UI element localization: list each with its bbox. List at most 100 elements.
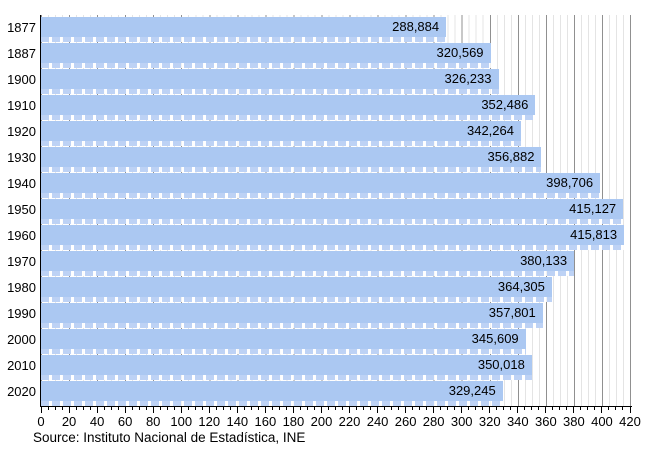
x-minor-tick: [159, 407, 161, 410]
y-axis-label: 1980: [7, 280, 36, 295]
x-minor-tick: [363, 407, 365, 410]
x-axis-tick-label: 100: [170, 414, 193, 429]
x-minor-tick: [131, 407, 133, 410]
bar: 380,133: [41, 251, 575, 271]
x-minor-tick: [503, 407, 505, 410]
x-minor-tick: [608, 407, 610, 410]
bar-dash-strip: [41, 89, 499, 94]
x-minor-tick: [391, 407, 393, 410]
bar: 352,486: [41, 95, 536, 115]
bar-value-label: 415,813: [570, 227, 618, 242]
y-axis-label: 1940: [7, 176, 36, 191]
x-minor-tick: [222, 407, 224, 410]
bar: 329,245: [41, 381, 503, 401]
bar-dash-strip: [41, 297, 552, 302]
y-axis-label: 1887: [7, 46, 36, 61]
x-major-tick: [517, 407, 519, 413]
x-minor-tick: [475, 407, 477, 410]
bar: 350,018: [41, 355, 532, 375]
x-axis-tick-label: 340: [506, 414, 529, 429]
x-minor-tick: [215, 407, 217, 410]
x-minor-tick: [356, 407, 358, 410]
x-axis-tick-label: 300: [450, 414, 473, 429]
x-major-tick: [377, 407, 379, 413]
x-axis-tick-label: 260: [394, 414, 417, 429]
x-major-tick: [180, 407, 182, 413]
x-minor-tick: [75, 407, 77, 410]
y-axis-label: 1900: [7, 72, 36, 87]
x-minor-tick: [306, 407, 308, 410]
bar-dash-strip: [41, 271, 575, 276]
x-minor-tick: [89, 407, 91, 410]
y-axis-label: 1970: [7, 254, 36, 269]
x-axis-tick-label: 400: [591, 414, 613, 429]
y-axis-label: 1990: [7, 306, 36, 321]
x-minor-tick: [47, 407, 49, 410]
x-major-tick: [349, 407, 351, 413]
x-minor-tick: [313, 407, 315, 410]
bar-dash-strip: [41, 401, 503, 406]
x-axis-tick-label: 40: [89, 414, 105, 429]
x-axis-tick-labels: 0 20 40 60 80 100 120 140 160 180 200 220 240 260 280 3…: [37, 414, 641, 429]
y-axis-label: 1950: [7, 202, 36, 217]
bar-dash-strip: [41, 349, 526, 354]
x-minor-tick: [110, 407, 112, 410]
bar-value-label: 342,264: [466, 123, 514, 138]
x-minor-tick: [622, 407, 624, 410]
bar-dash-strip: [41, 323, 543, 328]
bar-value-label: 415,127: [569, 201, 617, 216]
x-minor-tick: [243, 407, 245, 410]
x-axis-tick-label: 280: [422, 414, 445, 429]
bar-dash-strip: [41, 63, 491, 68]
x-minor-tick: [552, 407, 554, 410]
x-axis-tick-label: 0: [37, 414, 45, 429]
bar: 326,233: [41, 69, 499, 89]
x-minor-tick: [342, 407, 343, 410]
bar-value-label: 350,018: [477, 357, 525, 372]
x-axis-tick-label: 20: [61, 414, 77, 429]
x-major-tick: [292, 407, 294, 413]
x-major-tick: [601, 407, 603, 413]
x-major-tick: [68, 407, 70, 413]
bar-dash-strip: [41, 219, 624, 224]
x-major-tick: [40, 407, 42, 413]
bar-value-label: 357,801: [488, 305, 536, 320]
x-minor-tick: [594, 407, 596, 410]
x-major-tick: [236, 407, 238, 413]
x-axis-tick-label: 80: [145, 414, 161, 429]
x-minor-tick: [82, 407, 84, 410]
x-major-tick: [573, 407, 575, 413]
source-note: Source: Instituto Nacional de Estadístic…: [33, 430, 306, 445]
bar-value-label: 345,609: [471, 331, 519, 346]
bar-value-label: 398,706: [546, 175, 594, 190]
x-axis-tick-label: 180: [282, 414, 305, 429]
x-minor-tick: [454, 407, 456, 410]
y-axis-line: [39, 15, 41, 407]
x-minor-tick: [257, 407, 259, 410]
x-minor-tick: [194, 407, 196, 410]
x-minor-tick: [587, 407, 589, 410]
bar: 356,882: [41, 147, 542, 167]
x-minor-tick: [61, 407, 63, 410]
x-major-tick: [629, 407, 631, 413]
x-major-tick: [320, 407, 322, 413]
x-minor-tick: [398, 407, 400, 410]
bar-value-label: 288,884: [392, 19, 440, 34]
x-minor-tick: [166, 407, 168, 410]
bar-dash-strip: [41, 37, 447, 42]
y-axis-label: 1930: [7, 150, 36, 165]
y-axis-label: 2010: [7, 358, 36, 373]
y-axis-label: 2000: [7, 332, 36, 347]
x-minor-tick: [468, 407, 470, 410]
x-minor-tick: [250, 407, 252, 410]
x-minor-tick: [370, 407, 372, 410]
bar-value-label: 326,233: [444, 71, 492, 86]
bar: 345,609: [41, 329, 526, 349]
bar: 415,127: [41, 199, 624, 219]
bar: 364,305: [41, 277, 552, 297]
x-minor-tick: [510, 407, 512, 410]
x-major-tick: [489, 407, 491, 413]
bar-dash-strip: [41, 141, 521, 146]
x-axis-tick-label: 360: [534, 414, 557, 429]
